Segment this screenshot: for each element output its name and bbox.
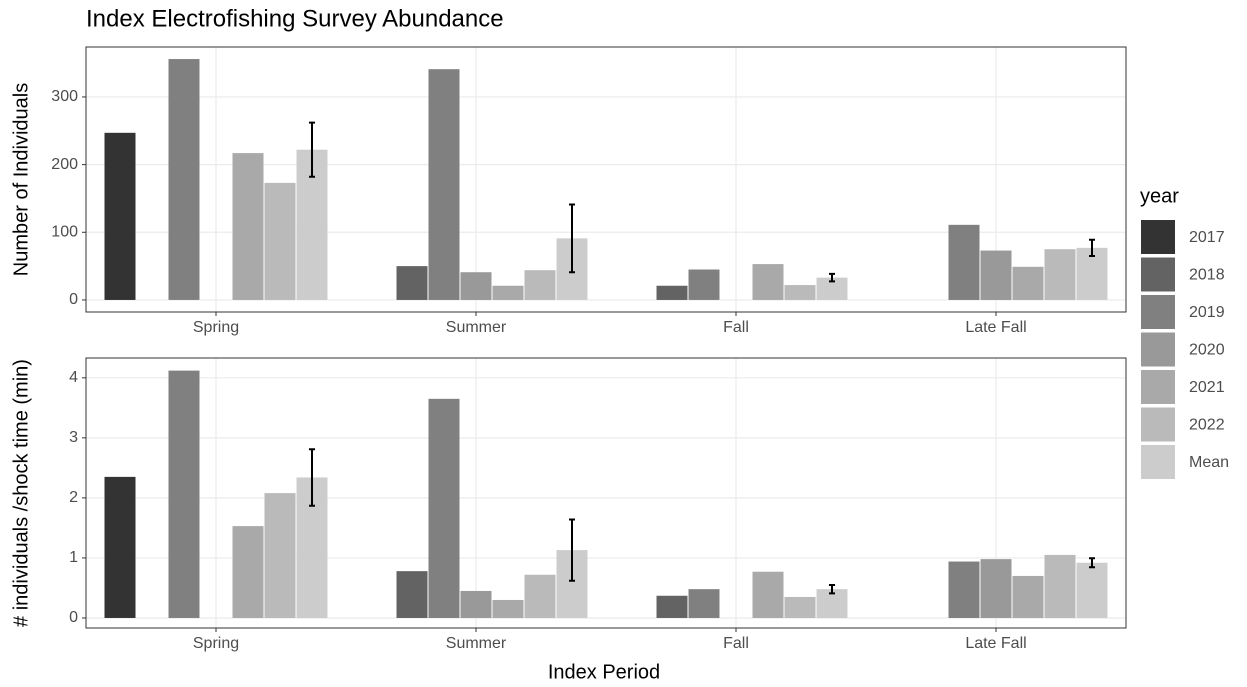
bar [492, 285, 524, 300]
bar [1076, 562, 1108, 618]
y-tick-label: 300 [51, 88, 78, 105]
bar [784, 285, 816, 300]
bar [980, 559, 1012, 618]
panel-border [85, 46, 1127, 313]
bar [492, 599, 524, 618]
error-bar [569, 518, 575, 582]
error-bar [829, 583, 835, 595]
bar [980, 250, 1012, 300]
error-bar [829, 272, 835, 283]
bar [688, 269, 720, 300]
bar [656, 595, 688, 618]
bar [264, 182, 296, 300]
chart-title: Index Electrofishing Survey Abundance [86, 5, 504, 32]
legend-label: 2021 [1189, 379, 1225, 396]
y-tick-label: 0 [69, 291, 78, 308]
bar [816, 277, 848, 300]
legend-title: year [1140, 185, 1179, 207]
bar [784, 596, 816, 618]
bar [428, 69, 460, 300]
y-tick-label: 2 [69, 489, 78, 506]
bar [168, 370, 200, 618]
bar [688, 589, 720, 618]
legend-key [1141, 220, 1175, 254]
legend-key [1141, 370, 1175, 404]
error-bar [309, 448, 315, 507]
panel-border [85, 357, 1127, 629]
bar [948, 561, 980, 618]
x-tick-label: Summer [446, 635, 507, 652]
legend-label: 2018 [1189, 267, 1225, 284]
bar [396, 266, 428, 300]
legend-key [1141, 332, 1175, 367]
bar [104, 476, 136, 618]
bar [264, 493, 296, 618]
error-bar [1089, 238, 1095, 257]
bar [948, 224, 980, 300]
x-tick-label: Late Fall [965, 635, 1026, 652]
legend-label: 2020 [1189, 342, 1225, 359]
bar [232, 526, 264, 618]
bar [1012, 575, 1044, 618]
legend-label: 2022 [1189, 417, 1225, 434]
bar [460, 272, 492, 300]
x-axis-title: Index Period [548, 661, 660, 683]
bar [524, 270, 556, 300]
bar [428, 398, 460, 618]
legend-label: 2019 [1189, 304, 1225, 321]
error-bar [1089, 557, 1095, 569]
bar [168, 59, 200, 300]
bar [1012, 266, 1044, 300]
bar [752, 571, 784, 618]
bar [524, 574, 556, 618]
y-tick-label: 200 [51, 156, 78, 173]
bar [1044, 554, 1076, 618]
error-bar [309, 121, 315, 178]
bar [656, 285, 688, 300]
x-tick-label: Spring [193, 635, 239, 652]
legend-key [1141, 407, 1175, 442]
bar [232, 153, 264, 300]
x-tick-label: Fall [723, 635, 749, 652]
bar [752, 264, 784, 300]
y-axis-title: # individuals /shock time (min) [10, 359, 32, 627]
y-tick-label: 100 [51, 224, 78, 241]
x-tick-label: Late Fall [965, 319, 1026, 336]
bar [104, 132, 136, 300]
y-tick-label: 0 [69, 609, 78, 626]
legend-key [1141, 257, 1175, 292]
legend-key [1141, 295, 1175, 329]
bar [1044, 249, 1076, 300]
error-bar [569, 203, 575, 274]
legend-label: 2017 [1189, 229, 1225, 246]
bar [396, 571, 428, 618]
bar [460, 590, 492, 618]
legend-key [1141, 445, 1175, 479]
y-tick-label: 4 [69, 369, 78, 386]
x-tick-label: Spring [193, 319, 239, 336]
y-tick-label: 3 [69, 429, 78, 446]
y-tick-label: 1 [69, 549, 78, 566]
x-tick-label: Fall [723, 319, 749, 336]
x-tick-label: Summer [446, 319, 507, 336]
y-axis-title: Number of Individuals [10, 83, 32, 276]
legend-label: Mean [1189, 454, 1229, 471]
